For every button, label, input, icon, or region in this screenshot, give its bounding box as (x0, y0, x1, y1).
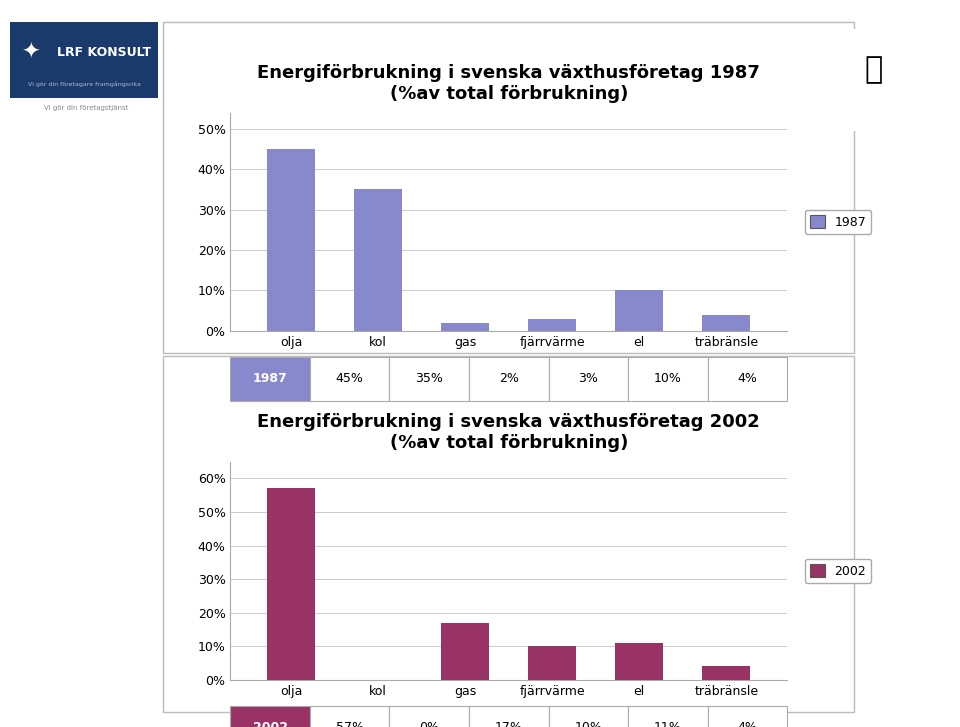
Bar (615, 290, 663, 331)
Bar (268, 489, 315, 680)
Text: 🌿: 🌿 (864, 55, 883, 84)
Text: ✦: ✦ (21, 42, 40, 63)
Bar (268, 149, 315, 331)
Bar (442, 323, 490, 331)
Bar (528, 318, 576, 331)
Legend: 2002: 2002 (804, 559, 872, 582)
Legend: 1987: 1987 (804, 210, 872, 233)
Bar (354, 190, 402, 331)
Bar (703, 667, 750, 680)
Bar (615, 643, 663, 680)
Bar (703, 315, 750, 331)
Bar (528, 646, 576, 680)
Title: Energiförbrukning i svenska växthusföretag 2002
(%av total förbrukning): Energiförbrukning i svenska växthusföret… (257, 413, 760, 451)
Bar (442, 623, 490, 680)
Text: Vi gör din företagstjänst: Vi gör din företagstjänst (44, 105, 129, 111)
Title: Energiförbrukning i svenska växthusföretag 1987
(%av total förbrukning): Energiförbrukning i svenska växthusföret… (257, 64, 760, 103)
Text: Vi gör din företagare framgångsrika: Vi gör din företagare framgångsrika (28, 81, 140, 87)
Text: LRF KONSULT: LRF KONSULT (58, 46, 152, 59)
